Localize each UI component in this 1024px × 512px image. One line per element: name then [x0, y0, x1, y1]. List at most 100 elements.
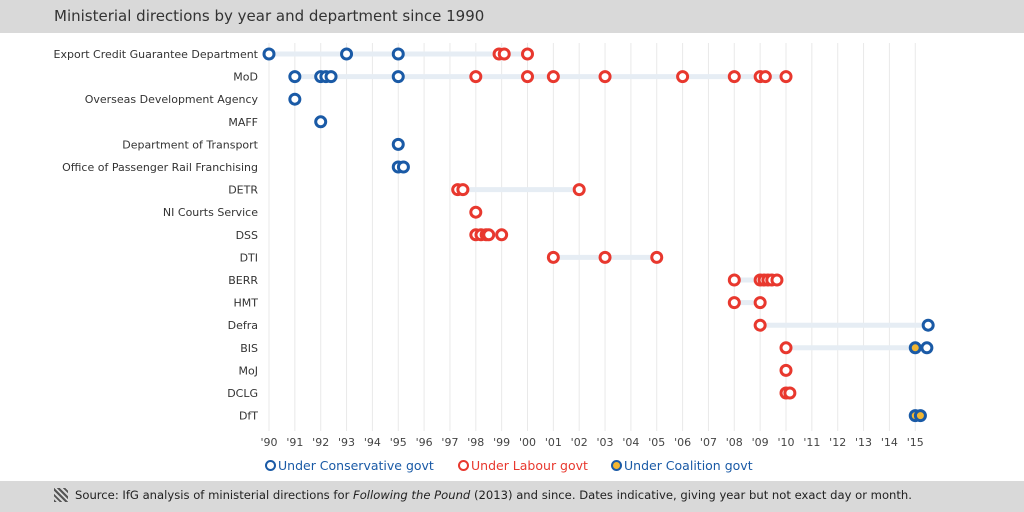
direction-point-labour [469, 70, 483, 84]
direction-point-labour [753, 318, 767, 332]
x-tick-label: '98 [467, 436, 484, 449]
x-tick-label: '11 [803, 436, 820, 449]
x-tick-label: '07 [700, 436, 717, 449]
direction-point-conservative [396, 160, 410, 174]
department-label: Overseas Development Agency [85, 93, 259, 106]
footer-bar: Source: IfG analysis of ministerial dire… [0, 481, 1024, 512]
direction-point-labour [753, 296, 767, 310]
legend-labour: Under Labour govt [458, 458, 588, 473]
direction-point-labour [598, 70, 612, 84]
direction-point-labour [779, 363, 793, 377]
legend-coalition: Under Coalition govt [611, 458, 753, 473]
direction-point-labour [456, 183, 470, 197]
x-tick-label: '99 [493, 436, 510, 449]
legend: Under Conservative govt Under Labour gov… [0, 458, 1024, 478]
department-label: Office of Passenger Rail Franchising [62, 161, 258, 174]
direction-point-conservative [324, 70, 338, 84]
legend-conservative-label: Under Conservative govt [278, 458, 434, 473]
direction-point-labour [676, 70, 690, 84]
x-tick-label: '01 [545, 436, 562, 449]
source-prefix: Source: IfG analysis of ministerial dire… [75, 488, 354, 502]
x-tick-label: '93 [338, 436, 355, 449]
department-tracks [266, 51, 931, 419]
direction-point-labour [779, 341, 793, 355]
grid-lines [268, 43, 916, 431]
direction-point-labour [779, 70, 793, 84]
legend-labour-marker [458, 460, 469, 471]
direction-point-conservative [314, 115, 328, 129]
direction-point-conservative [920, 341, 934, 355]
x-tick-label: '91 [286, 436, 303, 449]
x-tick-label: '00 [519, 436, 536, 449]
department-label: Defra [228, 319, 258, 332]
department-label: DTI [240, 251, 258, 264]
direction-point-coalition [913, 409, 927, 423]
legend-coalition-label: Under Coalition govt [624, 458, 753, 473]
direction-point-conservative [391, 47, 405, 61]
direction-point-coalition [908, 341, 922, 355]
x-tick-label: '03 [597, 436, 614, 449]
x-tick-label: '90 [260, 436, 277, 449]
source-suffix: (2013) and since. Dates indicative, givi… [470, 488, 912, 502]
direction-point-conservative [288, 92, 302, 106]
x-tick-label: '95 [390, 436, 407, 449]
x-tick-labels: '90 '91 '92 '93 '94 '95 '96 '97 '98 '99 '00 '01 '02 '… [260, 436, 923, 449]
department-label: MAFF [228, 116, 258, 129]
chart: Export Credit Guarantee Department MoD Ove… [54, 43, 935, 449]
department-label: MoJ [239, 364, 258, 377]
direction-point-conservative [262, 47, 276, 61]
x-tick-label: '94 [364, 436, 381, 449]
direction-point-labour [469, 205, 483, 219]
source-italic: Following the Pound [353, 488, 471, 502]
direction-point-labour [495, 228, 509, 242]
direction-point-labour [727, 296, 741, 310]
header-bar: Ministerial directions by year and depar… [0, 0, 1024, 33]
department-labels: Export Credit Guarantee Department MoD Ove… [54, 48, 259, 423]
x-tick-label: '15 [907, 436, 924, 449]
direction-point-labour [727, 273, 741, 287]
legend-conservative-marker [265, 460, 276, 471]
direction-point-labour [650, 250, 664, 264]
x-tick-label: '06 [674, 436, 691, 449]
direction-point-labour [521, 47, 534, 61]
direction-point-conservative [288, 70, 302, 84]
direction-point-conservative [391, 70, 405, 84]
source-icon [54, 488, 68, 502]
direction-point-conservative [921, 318, 935, 332]
department-label: BIS [240, 342, 258, 355]
direction-point-labour [727, 70, 741, 84]
department-label: DETR [228, 184, 258, 197]
legend-labour-label: Under Labour govt [471, 458, 588, 473]
direction-point-labour [758, 70, 772, 84]
direction-point-labour [497, 47, 511, 61]
direction-point-conservative [391, 137, 405, 151]
department-label: DCLG [227, 387, 258, 400]
department-label: MoD [233, 71, 258, 84]
direction-points [262, 47, 935, 423]
direction-point-labour [783, 386, 797, 400]
x-tick-label: '96 [416, 436, 433, 449]
x-tick-label: '09 [752, 436, 769, 449]
direction-point-labour [770, 273, 784, 287]
direction-point-conservative [340, 47, 354, 61]
x-tick-label: '04 [622, 436, 639, 449]
direction-point-labour [546, 250, 560, 264]
legend-coalition-marker [611, 460, 622, 471]
x-tick-label: '02 [571, 436, 588, 449]
x-tick-label: '05 [648, 436, 665, 449]
direction-point-labour [521, 70, 534, 84]
x-tick-label: '13 [855, 436, 872, 449]
chart-title: Ministerial directions by year and depar… [54, 7, 485, 25]
legend-conservative: Under Conservative govt [265, 458, 434, 473]
department-label: NI Courts Service [163, 206, 258, 219]
direction-point-labour [598, 250, 612, 264]
department-label: HMT [234, 297, 259, 310]
x-tick-label: '97 [441, 436, 458, 449]
department-label: Department of Transport [122, 138, 258, 151]
direction-point-labour [546, 70, 560, 84]
department-label: DSS [236, 229, 258, 242]
x-tick-label: '12 [829, 436, 846, 449]
x-tick-label: '10 [777, 436, 794, 449]
source-note: Source: IfG analysis of ministerial dire… [75, 488, 912, 502]
x-tick-label: '08 [726, 436, 743, 449]
